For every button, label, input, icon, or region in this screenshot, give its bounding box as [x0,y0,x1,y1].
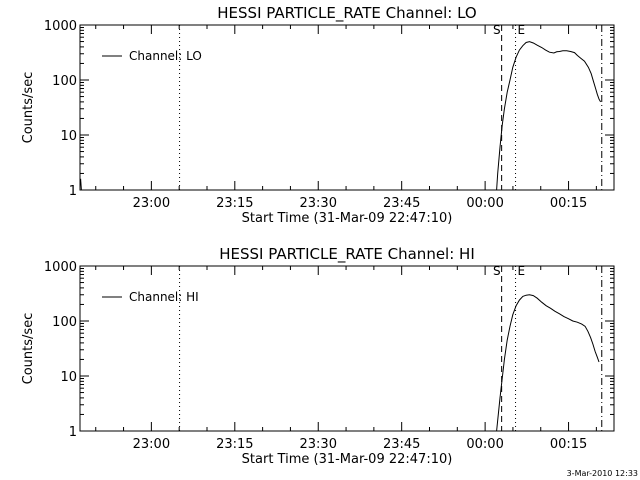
x-tick-label: 23:00 [133,437,170,452]
plot-frame [79,24,615,191]
x-tick-label: 00:00 [466,196,503,211]
x-tick-label: 23:30 [300,437,337,452]
panel-1: HESSI PARTICLE_RATE Channel: LO 1 10 100 100… [21,4,615,226]
x-axis-label: Start Time (31-Mar-09 22:47:10) [242,211,453,226]
marker-label: S [493,264,501,278]
marker-label: S [493,23,501,37]
y-tick-label: 100 [52,315,77,330]
footer-timestamp: 3-Mar-2010 12:33 [566,469,638,478]
x-tick-label: 23:00 [133,196,170,211]
y-tick-label: 1 [69,425,77,440]
y-tick-label: 100 [52,74,77,89]
panel-2: HESSI PARTICLE_RATE Channel: HI 1 10 100 100… [21,245,615,467]
legend-entry: Channel: HI [129,290,199,304]
series-line [496,294,600,432]
marker-label: E [518,23,526,37]
x-tick-label: 00:15 [550,196,587,211]
series-line [496,41,602,191]
y-tick-label: 10 [60,370,77,385]
plot-frame [79,265,615,432]
chart-title: HESSI PARTICLE_RATE Channel: LO [217,4,476,23]
marker-label: E [518,264,526,278]
x-tick-label: 23:45 [383,437,420,452]
y-axis-label: Counts/sec [21,313,36,385]
x-tick-label: 23:45 [383,196,420,211]
x-tick-label: 23:15 [216,196,253,211]
y-tick-label: 1000 [44,260,77,275]
series-line-start [80,178,82,191]
x-tick-label: 23:30 [300,196,337,211]
y-tick-label: 10 [60,129,77,144]
chart-title: HESSI PARTICLE_RATE Channel: HI [219,245,475,264]
x-tick-label: 00:00 [466,437,503,452]
legend-entry: Channel: LO [129,49,202,63]
y-tick-label: 1000 [44,19,77,34]
x-tick-label: 00:15 [550,437,587,452]
y-axis-label: Counts/sec [21,72,36,144]
y-tick-label: 1 [69,184,77,199]
x-axis-label: Start Time (31-Mar-09 22:47:10) [242,452,453,467]
x-tick-label: 23:15 [216,437,253,452]
